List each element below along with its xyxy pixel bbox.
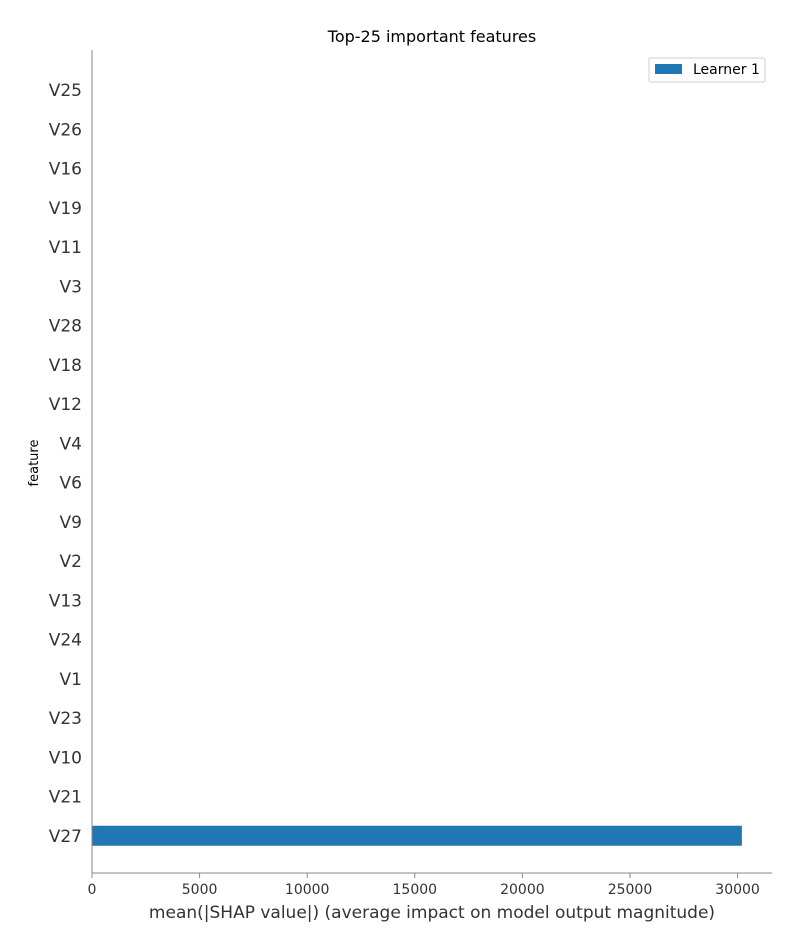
y-axis-title: feature	[27, 440, 42, 487]
legend: Learner 1	[648, 57, 766, 83]
legend-swatch	[655, 64, 682, 74]
y-tick-label: V13	[49, 591, 82, 611]
x-tick-label: 15000	[393, 882, 438, 898]
y-tick-label: V6	[60, 474, 82, 494]
y-tick-label: V10	[49, 748, 82, 768]
y-tick-label: V16	[49, 160, 82, 180]
x-tick-label: 5000	[182, 882, 218, 898]
y-tick-label: V19	[49, 199, 82, 219]
y-tick-label: V25	[49, 81, 82, 101]
y-tick-labels: V25 V26 V16 V19 V11 V3 V28 V18 V12 V4 V6 V9 V2 V13 V24…	[49, 81, 82, 847]
x-tick-label: 25000	[608, 882, 653, 898]
y-tick-label: V4	[60, 434, 82, 454]
x-tick-label: 10000	[285, 882, 330, 898]
x-tick-label: 20000	[500, 882, 545, 898]
y-tick-label: V2	[60, 552, 82, 572]
bar-v27	[92, 825, 742, 846]
y-tick-label: V21	[49, 788, 82, 808]
bars-layer	[92, 825, 742, 846]
y-tick-label: V3	[60, 277, 82, 297]
y-tick-label: V23	[49, 709, 82, 729]
y-tick-label: V26	[49, 120, 82, 140]
y-tick-label: V11	[49, 238, 82, 258]
x-axis-title: mean(|SHAP value|) (average impact on mo…	[149, 903, 715, 923]
chart-title: Top-25 important features	[327, 27, 536, 46]
legend-label: Learner 1	[693, 62, 760, 78]
y-tick-label: V12	[49, 395, 82, 415]
y-tick-label: V28	[49, 317, 82, 337]
y-tick-label: V24	[49, 631, 82, 651]
y-tick-label: V27	[49, 827, 82, 847]
y-tick-label: V1	[60, 670, 82, 690]
y-tick-label: V18	[49, 356, 82, 376]
x-axis: 0 5000 10000 15000 20000 25000 30000	[88, 872, 772, 898]
x-tick-label: 30000	[715, 882, 760, 898]
x-tick-label: 0	[88, 882, 97, 898]
y-tick-label: V9	[60, 513, 82, 533]
